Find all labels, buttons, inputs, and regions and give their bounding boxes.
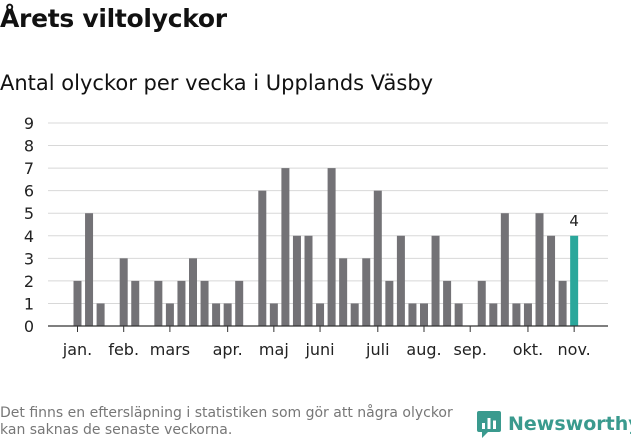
bar <box>235 280 244 326</box>
chart-title: Årets viltolyckor <box>0 4 227 33</box>
y-axis-ticks: 0 1 2 3 4 5 6 7 8 9 <box>24 114 34 336</box>
y-tick-label: 7 <box>24 159 34 178</box>
data-label: 4 <box>569 212 579 230</box>
bar <box>558 280 567 326</box>
bar <box>154 280 163 326</box>
bar <box>373 190 382 326</box>
bar <box>304 235 313 326</box>
x-tick-label: juni <box>304 340 334 359</box>
bar <box>570 235 579 326</box>
bar <box>292 235 301 326</box>
x-tick-label: nov. <box>558 340 591 359</box>
x-tick-label: apr. <box>213 340 243 359</box>
bar <box>281 168 290 326</box>
brand-name: Newsworthy <box>508 413 631 435</box>
y-tick-label: 4 <box>24 227 34 246</box>
y-tick-label: 5 <box>24 204 34 223</box>
bar <box>362 258 371 326</box>
bar-chart: 0 1 2 3 4 5 6 7 8 9 jan. feb. mars apr. maj juni juli au… <box>24 114 608 359</box>
bar <box>500 213 509 326</box>
bars <box>73 168 579 326</box>
x-tick-label: feb. <box>108 340 139 359</box>
data-labels: 4 <box>569 212 579 230</box>
bar <box>408 303 417 326</box>
bar <box>189 258 197 326</box>
bar <box>339 258 348 326</box>
bar <box>431 235 440 326</box>
bar <box>269 303 278 326</box>
bar <box>200 280 209 326</box>
bar <box>258 190 267 326</box>
bar <box>489 303 498 326</box>
x-axis: jan. feb. mars apr. maj juni juli aug. sep. okt. n… <box>48 325 608 359</box>
bar <box>396 235 405 326</box>
bar <box>327 168 336 326</box>
bar <box>212 303 221 326</box>
x-tick-label: aug. <box>406 340 441 359</box>
bar <box>85 213 94 326</box>
brand-logo: Newsworthy <box>476 409 631 439</box>
bar <box>96 303 105 326</box>
y-tick-label: 6 <box>24 182 34 201</box>
bar <box>131 280 140 326</box>
x-tick-label: sep. <box>453 340 486 359</box>
x-tick-label: mars <box>150 340 190 359</box>
x-tick-label: maj <box>259 340 289 359</box>
bar <box>316 303 325 326</box>
bar <box>119 258 128 326</box>
y-tick-label: 1 <box>24 294 34 313</box>
bar <box>177 280 186 326</box>
bar <box>73 280 82 326</box>
bar <box>350 303 359 326</box>
chart-subtitle: Antal olyckor per vecka i Upplands Väsby <box>0 71 434 95</box>
bar <box>443 280 452 326</box>
y-tick-label: 8 <box>24 137 34 156</box>
bar <box>223 303 232 326</box>
y-tick-label: 0 <box>24 317 34 336</box>
x-tick-label: okt. <box>513 340 543 359</box>
footnote: Det finns en eftersläpning i statistiken… <box>0 405 453 438</box>
bar <box>477 280 486 326</box>
y-tick-label: 9 <box>24 114 34 133</box>
bar <box>523 303 532 326</box>
newsworthy-logo-icon <box>477 411 501 438</box>
bar <box>454 303 463 326</box>
bar <box>165 303 174 326</box>
x-tick-label: jan. <box>62 340 92 359</box>
x-tick-label: juli <box>365 340 389 359</box>
bar <box>547 235 556 326</box>
y-tick-label: 3 <box>24 249 34 268</box>
bar <box>385 280 394 326</box>
bar <box>420 303 428 326</box>
bar <box>535 213 544 326</box>
y-tick-label: 2 <box>24 272 34 291</box>
bar <box>512 303 521 326</box>
